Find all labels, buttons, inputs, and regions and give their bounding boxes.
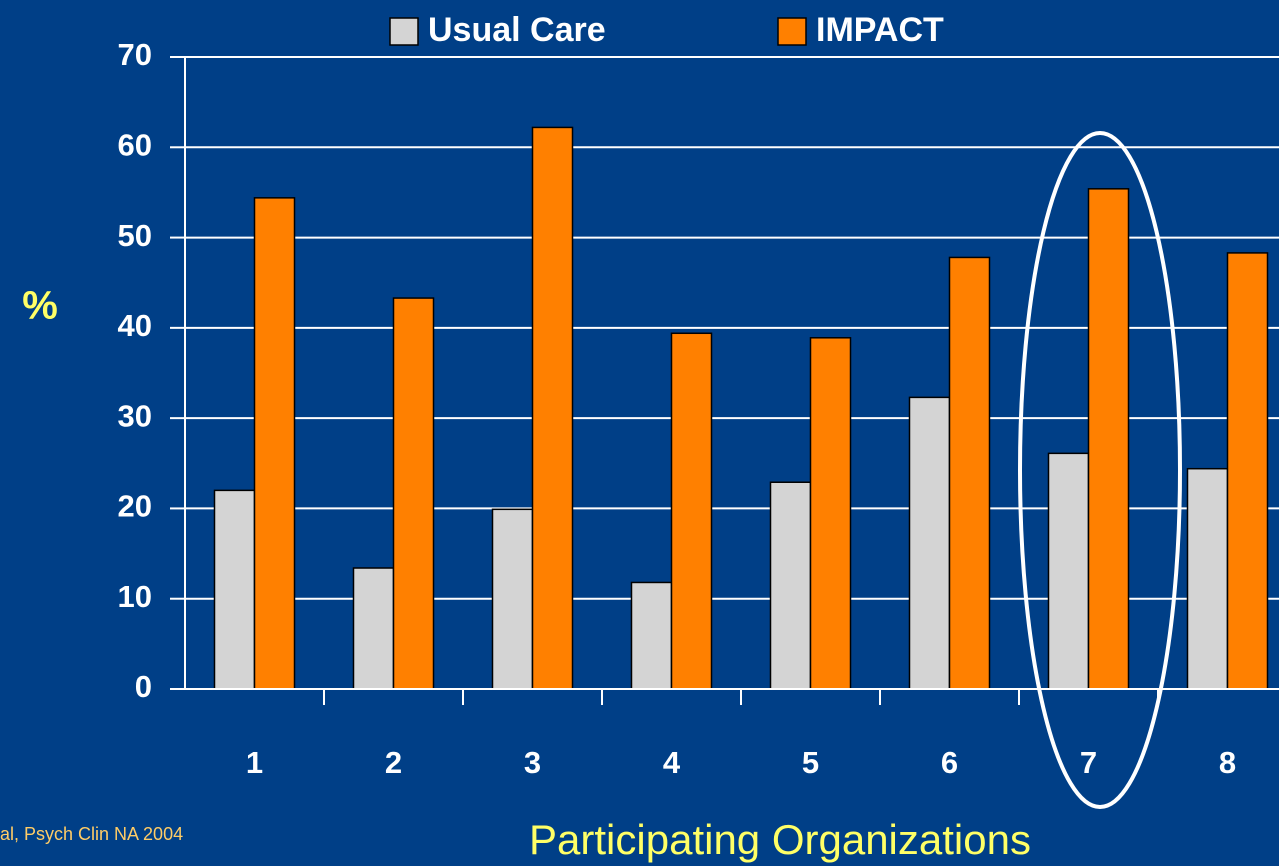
- x-tick-label: 5: [802, 745, 819, 780]
- legend-label: Usual Care: [428, 11, 606, 49]
- x-axis-label: Participating Organizations: [529, 816, 1031, 863]
- bar: [1047, 452, 1090, 690]
- y-tick-label: 20: [118, 489, 152, 524]
- x-tick-label: 3: [524, 745, 541, 780]
- highlight-ellipse: [1018, 131, 1182, 809]
- bar: [213, 489, 256, 690]
- bar: [1186, 467, 1229, 690]
- legend-swatch: [777, 17, 807, 46]
- bar: [352, 567, 395, 690]
- bar: [908, 396, 951, 690]
- x-tick-label: 4: [663, 745, 681, 780]
- bar: [630, 581, 673, 690]
- bar: [809, 337, 852, 690]
- x-tick-label: 2: [385, 745, 402, 780]
- bar: [769, 481, 812, 690]
- y-tick-label: 60: [118, 127, 152, 162]
- bar: [1087, 188, 1130, 690]
- legend-swatch: [389, 17, 419, 46]
- y-axis-label: %: [22, 284, 58, 328]
- source-note: al, Psych Clin NA 2004: [0, 824, 183, 844]
- bar: [670, 332, 713, 690]
- bar: [531, 126, 574, 690]
- x-tick-label: 8: [1219, 745, 1236, 780]
- x-tick-label: 1: [246, 745, 263, 780]
- bar: [392, 297, 435, 690]
- y-tick-label: 0: [135, 669, 152, 704]
- y-tick-label: 30: [118, 398, 152, 433]
- bar: [1226, 252, 1269, 690]
- legend-label: IMPACT: [816, 11, 944, 49]
- bar: [948, 256, 991, 690]
- x-tick-label: 6: [941, 745, 958, 780]
- bar: [491, 508, 534, 690]
- y-tick-label: 10: [118, 579, 152, 614]
- x-tick-label: 7: [1080, 745, 1097, 780]
- y-tick-label: 70: [118, 37, 152, 72]
- y-tick-label: 50: [118, 218, 152, 253]
- bar: [253, 197, 296, 690]
- y-tick-label: 40: [118, 308, 152, 343]
